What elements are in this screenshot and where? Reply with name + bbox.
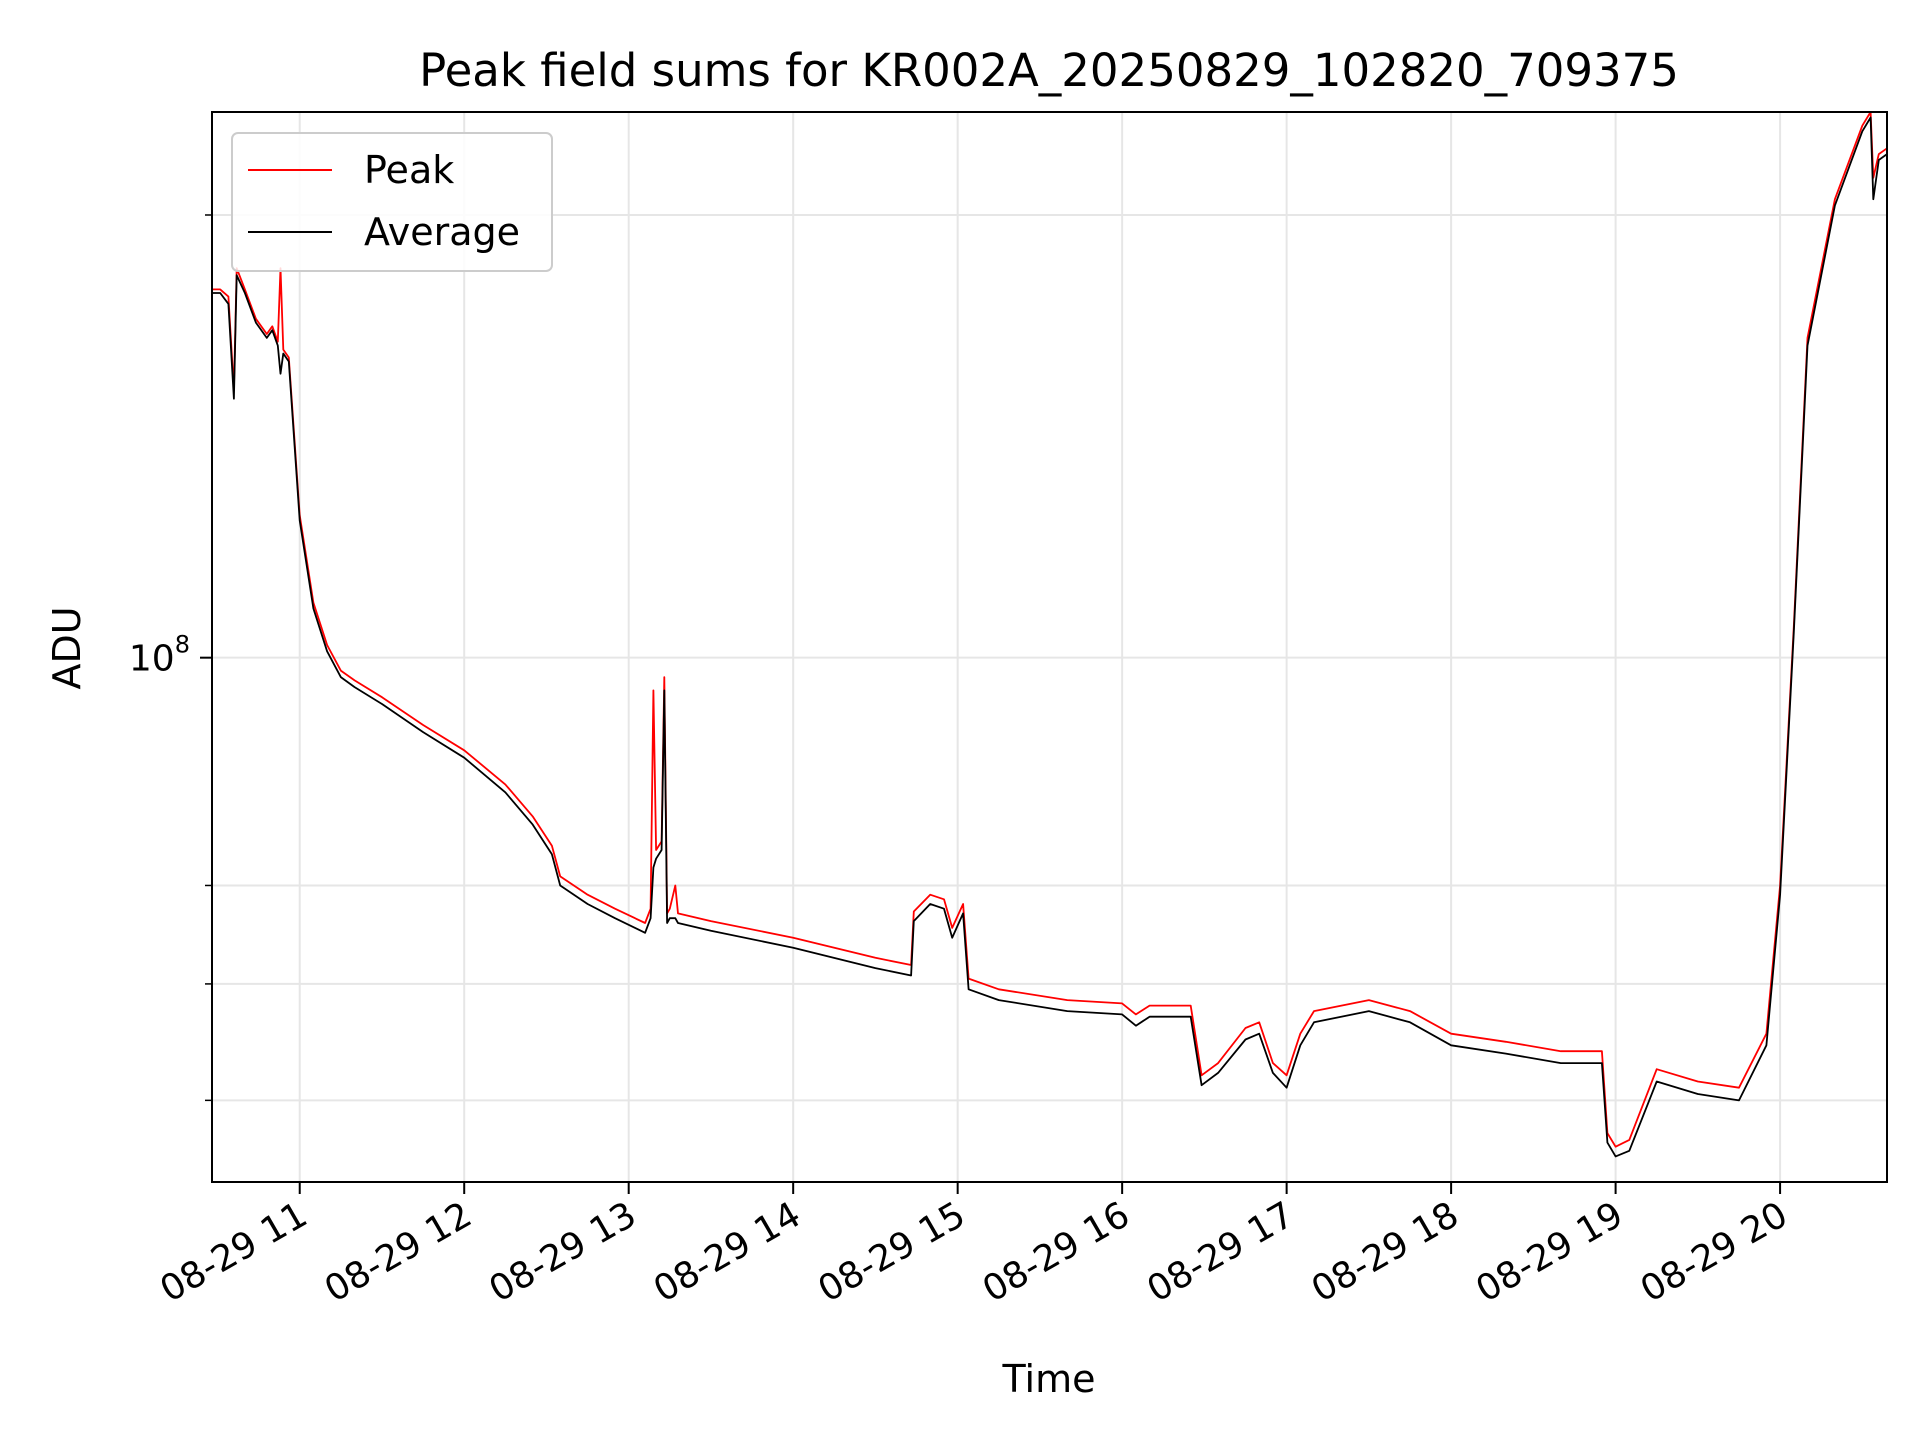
grid-lines [212, 112, 1887, 1182]
y-tick-exponent: 8 [175, 631, 190, 659]
legend-label-average: Average [364, 210, 520, 254]
plot-frame [211, 111, 1888, 1183]
series-lines [212, 111, 1888, 1158]
legend-label-peak: Peak [364, 148, 454, 192]
x-axis-label: Time [1002, 1357, 1096, 1401]
y-axis-label: ADU [45, 606, 89, 689]
chart-title: Peak field sums for KR002A_20250829_1028… [419, 44, 1679, 97]
legend-box [231, 132, 553, 272]
series-line-average [212, 116, 1888, 1158]
legend: Peak Average [231, 132, 553, 272]
